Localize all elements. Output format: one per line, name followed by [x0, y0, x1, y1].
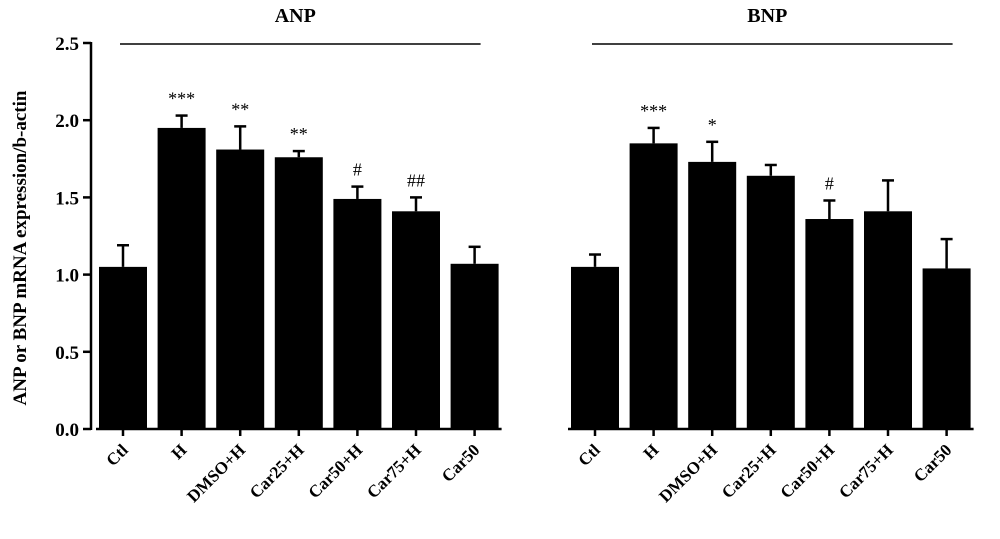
x-tick-label: Car75+H — [835, 440, 897, 502]
bar-anp-car50 — [450, 263, 499, 429]
x-tick-label: DMSO+H — [183, 440, 249, 506]
bar-bnp-h — [629, 143, 678, 430]
x-tick-label: Ctl — [574, 440, 604, 470]
x-tick-label: Car75+H — [363, 440, 425, 502]
group-title: BNP — [747, 5, 787, 27]
y-tick-label: 0.5 — [55, 343, 79, 364]
bar-anp-dmso-h — [216, 149, 265, 429]
bar-anp-car25-h — [274, 157, 323, 430]
bar-bnp-car75-h — [864, 211, 912, 429]
x-tick-label: H — [168, 440, 191, 463]
bar-bnp-car50-h — [805, 219, 854, 429]
significance-label: # — [825, 173, 834, 193]
bar-anp-car50-h — [333, 198, 382, 429]
bar-group-anp: ANP Ctl H *** DMSO+H ** Car25+H ** Car50+H # Car75… — [96, 5, 502, 506]
significance-label: *** — [168, 89, 195, 109]
y-axis-label: ANP or BNP mRNA expression/b-actin — [10, 90, 31, 405]
bar-bnp-dmso-h — [688, 161, 737, 429]
significance-label: *** — [640, 101, 667, 121]
significance-label: ** — [290, 124, 308, 144]
y-tick-label: 2.0 — [55, 111, 79, 132]
bar-groups: ANP Ctl H *** DMSO+H ** Car25+H ** Car50+H # Car75… — [96, 5, 974, 506]
significance-label: ** — [231, 99, 249, 119]
x-tick-label: Car25+H — [718, 440, 780, 502]
y-tick-label: 1.0 — [55, 266, 79, 287]
y-tick-label: 0.0 — [55, 420, 79, 441]
bar-anp-ctl — [99, 266, 147, 429]
x-tick-label: Car50+H — [777, 440, 839, 502]
significance-label: # — [353, 160, 362, 180]
bar-anp-car75-h — [392, 211, 440, 429]
significance-label: * — [708, 115, 717, 135]
x-tick-label: Car50 — [910, 440, 955, 485]
y-tick-label: 1.5 — [55, 188, 79, 209]
x-tick-label: Car25+H — [246, 440, 308, 502]
x-tick-label: H — [640, 440, 663, 463]
y-axis: 0.0 0.5 1.0 1.5 2.0 2.5 — [55, 34, 93, 441]
bar-anp-h — [157, 127, 206, 430]
bar-bnp-car25-h — [746, 175, 795, 429]
bar-bnp-car50 — [922, 268, 971, 429]
x-tick-label: Ctl — [102, 440, 132, 470]
x-tick-label: Car50 — [438, 440, 483, 485]
x-tick-label: DMSO+H — [655, 440, 721, 506]
y-tick-label: 2.5 — [55, 34, 79, 55]
x-tick-label: Car50+H — [305, 440, 367, 502]
significance-label: ## — [407, 170, 425, 190]
bar-bnp-ctl — [571, 266, 619, 429]
group-title: ANP — [275, 5, 316, 27]
